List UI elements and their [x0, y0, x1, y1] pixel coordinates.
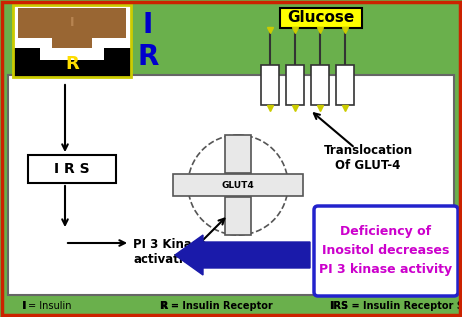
FancyBboxPatch shape: [173, 174, 303, 196]
FancyBboxPatch shape: [311, 65, 329, 105]
Text: Deficiency of
Inositol decreases
PI 3 kinase activity: Deficiency of Inositol decreases PI 3 ki…: [319, 225, 453, 276]
Text: R: R: [137, 43, 158, 71]
Text: GLUT4: GLUT4: [222, 180, 255, 190]
Text: Glucose: Glucose: [287, 10, 355, 25]
Text: R = Insulin Receptor: R = Insulin Receptor: [160, 301, 273, 311]
Text: R: R: [65, 55, 79, 73]
FancyBboxPatch shape: [225, 197, 251, 235]
FancyBboxPatch shape: [280, 8, 362, 28]
FancyBboxPatch shape: [18, 8, 126, 38]
FancyBboxPatch shape: [13, 48, 131, 77]
Text: IRS: IRS: [330, 301, 348, 311]
FancyBboxPatch shape: [52, 36, 92, 54]
FancyBboxPatch shape: [13, 5, 131, 77]
Text: I = Insulin: I = Insulin: [22, 301, 72, 311]
FancyArrow shape: [175, 235, 310, 275]
FancyBboxPatch shape: [225, 135, 251, 173]
Circle shape: [188, 135, 288, 235]
FancyBboxPatch shape: [286, 65, 304, 105]
Text: I: I: [70, 16, 74, 29]
Text: IRS = Insulin Receptor Substrates: IRS = Insulin Receptor Substrates: [330, 301, 462, 311]
Text: I: I: [143, 11, 153, 39]
FancyBboxPatch shape: [28, 155, 116, 183]
FancyBboxPatch shape: [261, 65, 279, 105]
Text: PI 3 Kinase
activation: PI 3 Kinase activation: [133, 238, 207, 266]
Text: I: I: [22, 301, 25, 311]
Text: R: R: [160, 301, 168, 311]
FancyBboxPatch shape: [314, 206, 458, 296]
Text: I R S: I R S: [54, 162, 90, 176]
FancyBboxPatch shape: [8, 75, 454, 295]
FancyBboxPatch shape: [336, 65, 354, 105]
Text: Translocation
Of GLUT-4: Translocation Of GLUT-4: [323, 144, 413, 172]
FancyBboxPatch shape: [40, 48, 104, 60]
